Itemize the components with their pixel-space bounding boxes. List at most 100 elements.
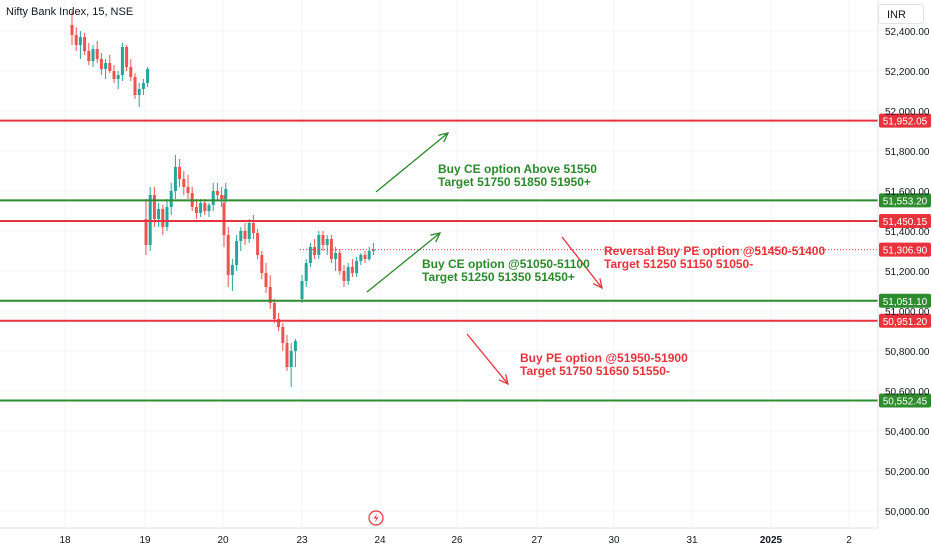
symbol-title[interactable]: Nifty Bank Index, 15, NSE	[6, 6, 134, 18]
price-axis[interactable]: 52,400.00 52,200.00 52,000.00 51,800.00 51,6…	[877, 0, 930, 528]
candle-body	[194, 207, 198, 213]
candle-body	[116, 75, 120, 79]
candle-body	[74, 35, 78, 45]
x-tick-label: 2025	[760, 535, 783, 546]
candle-body	[70, 25, 74, 35]
candle-body	[321, 235, 325, 245]
last-price-tag	[879, 242, 931, 257]
annotation-buy-pe: Buy PE option @51950-51900 Target 51750 …	[520, 352, 688, 378]
annotation-reversal-pe: Reversal Buy PE option @51450-51400 Targ…	[604, 245, 825, 271]
candle-body	[350, 267, 354, 273]
level-price-tag	[879, 193, 931, 208]
candle-body	[215, 191, 219, 195]
y-tick-label: 50,400.00	[885, 427, 930, 438]
level-price-tag	[879, 313, 931, 328]
candle-body	[260, 255, 264, 273]
candle-body	[178, 167, 182, 179]
candle-body	[133, 77, 137, 95]
lightning-icon[interactable]	[368, 510, 384, 526]
candle-body	[264, 273, 268, 287]
candle-body	[224, 189, 228, 199]
annotation-line2: Target 51250 51150 51050-	[604, 257, 754, 271]
candle-body	[186, 187, 190, 193]
candle-body	[235, 241, 239, 265]
candle-body	[211, 191, 215, 205]
candle-body	[220, 195, 224, 199]
candle-body	[355, 261, 359, 273]
x-tick-label: 24	[374, 535, 386, 546]
annotation-line1: Buy CE option Above 51550	[438, 162, 597, 176]
arrow-down-1	[561, 236, 603, 289]
candle-body	[87, 51, 91, 61]
arrow-down-2-head	[498, 374, 509, 386]
candle-body	[247, 223, 251, 239]
candle-body	[268, 287, 272, 303]
candle-body	[317, 235, 321, 255]
currency-selector[interactable]: INR	[878, 4, 924, 24]
candle-body	[95, 49, 99, 59]
level-price-tag	[879, 113, 931, 128]
x-tick-label: 18	[59, 535, 71, 546]
y-tick-label: 52,400.00	[885, 27, 930, 38]
candle-body	[129, 67, 133, 77]
candle-body	[251, 223, 255, 233]
annotation-line2: Target 51750 51850 51950+	[438, 175, 591, 189]
candle-body	[313, 247, 317, 255]
y-tick-label: 51,200.00	[885, 267, 930, 278]
y-tick-label: 51,400.00	[885, 227, 930, 238]
level-price-label: 51,553.20	[883, 196, 928, 207]
trend-arrows	[366, 132, 603, 386]
candle-body	[346, 267, 350, 281]
candle-body	[325, 239, 329, 245]
y-tick-label: 51,600.00	[885, 187, 930, 198]
level-price-label: 50,951.20	[883, 317, 928, 328]
candle-body	[141, 83, 145, 89]
annotation-line2: Target 51250 51350 51450+	[422, 270, 575, 284]
y-tick-label: 51,000.00	[885, 307, 930, 318]
level-price-label: 51,450.15	[883, 217, 928, 228]
candle-body	[334, 253, 338, 259]
y-tick-label: 52,200.00	[885, 67, 930, 78]
y-tick-label: 50,800.00	[885, 347, 930, 358]
level-price-tag	[879, 213, 931, 228]
y-tick-label: 50,200.00	[885, 467, 930, 478]
y-tick-label: 50,600.00	[885, 387, 930, 398]
annotation-line1: Buy CE option @51050-51100	[422, 257, 590, 271]
candle-body	[165, 207, 169, 227]
candle-body	[239, 231, 243, 241]
candle-body	[277, 319, 281, 327]
candle-body	[108, 63, 112, 71]
candle-body	[125, 47, 129, 67]
candle-body	[367, 251, 371, 259]
x-tick-label: 19	[139, 535, 151, 546]
arrow-up-2	[366, 232, 441, 293]
candle-body	[169, 191, 173, 207]
x-tick-label: 2	[846, 535, 852, 546]
x-tick-label: 31	[686, 535, 698, 546]
time-axis[interactable]: 18 19 20 23 24 26 27 30 31 2025 2	[0, 527, 878, 546]
last-price-label: 51,306.90	[883, 246, 928, 257]
x-tick-label: 20	[217, 535, 229, 546]
candle-body	[243, 231, 247, 239]
candle-body	[226, 235, 230, 275]
level-price-tag	[879, 293, 931, 308]
candle-body	[329, 239, 333, 259]
candle-body	[308, 247, 312, 263]
annotation-line1: Buy PE option @51950-51900	[520, 351, 688, 365]
candle-body	[161, 209, 165, 227]
y-tick-label: 51,800.00	[885, 147, 930, 158]
candle-body	[293, 341, 297, 351]
candle-body	[99, 59, 103, 69]
level-price-label: 50,552.45	[883, 397, 928, 408]
candle-body	[285, 343, 289, 367]
x-tick-label: 30	[608, 535, 620, 546]
candle-body	[199, 203, 203, 213]
x-tick-label: 27	[531, 535, 543, 546]
candle-body	[304, 263, 308, 281]
arrow-down-2	[466, 333, 509, 385]
candle-body	[91, 49, 95, 61]
annotation-buy-ce-above: Buy CE option Above 51550 Target 51750 5…	[438, 163, 597, 189]
candle-body	[120, 47, 124, 75]
candle-body	[289, 351, 293, 367]
